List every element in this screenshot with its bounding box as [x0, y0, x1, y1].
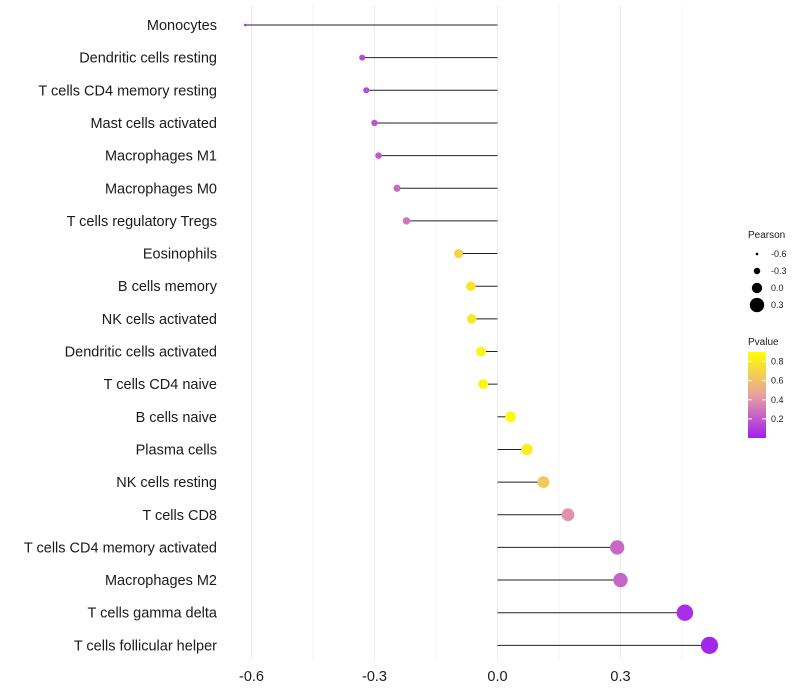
size-legend: Pearson -0.6 -0.3 0.0 0.3: [748, 230, 787, 313]
category-label: Eosinophils: [143, 247, 217, 263]
category-labels: Monocytes Dendritic cells resting T cells …: [24, 18, 218, 654]
lollipop-dot: [613, 572, 628, 588]
lollipop-dot: [363, 87, 370, 94]
lollipop-dot: [371, 119, 378, 127]
category-label: T cells gamma delta: [88, 606, 218, 622]
color-legend-label: 0.4: [771, 395, 784, 405]
x-axis-ticks: -0.6 -0.3 0.0 0.3: [239, 669, 631, 685]
category-label: B cells naive: [136, 410, 217, 426]
grid-lines: [251, 5, 683, 660]
category-label: Macrophages M1: [105, 149, 217, 165]
size-legend-key: [755, 252, 759, 256]
lollipop-dot: [393, 184, 401, 192]
lollipop-dot: [476, 346, 487, 357]
lollipop-dot: [359, 54, 366, 61]
lollipop-dots: [244, 23, 719, 654]
color-legend-label: 0.8: [771, 357, 784, 367]
lollipop-dot: [505, 411, 517, 423]
category-label: Dendritic cells resting: [79, 51, 217, 67]
size-legend-label: -0.6: [771, 249, 787, 259]
lollipop-dot: [375, 152, 382, 159]
color-legend: Pvalue 0.8 0.6 0.4 0.2: [748, 337, 784, 438]
color-legend-bar: [748, 352, 766, 438]
lollipop-dot: [700, 636, 719, 654]
lollipop-dot: [466, 314, 477, 324]
lollipop-dot: [478, 379, 489, 390]
size-legend-label: 0.3: [771, 300, 784, 310]
size-legend-title: Pearson: [748, 230, 785, 241]
color-legend-label: 0.2: [771, 414, 784, 424]
lollipop-dot: [610, 540, 625, 555]
lollipop-dot: [676, 604, 694, 621]
category-label: Monocytes: [147, 18, 217, 34]
category-label: T cells CD4 memory activated: [24, 540, 217, 556]
category-label: Plasma cells: [136, 442, 217, 458]
lollipop-dot: [466, 281, 476, 291]
lollipop-dot: [537, 476, 550, 489]
category-label: T cells CD4 memory resting: [38, 83, 217, 99]
size-legend-label: 0.0: [771, 283, 784, 293]
color-legend-title: Pvalue: [748, 337, 779, 348]
category-label: Mast cells activated: [90, 116, 217, 132]
category-label: NK cells activated: [102, 312, 217, 328]
lollipop-dot: [561, 508, 575, 522]
color-legend-label: 0.6: [771, 376, 784, 386]
category-label: NK cells resting: [116, 475, 217, 491]
size-legend-key: [749, 297, 765, 313]
lollipop-dot: [244, 23, 247, 27]
category-label: Macrophages M2: [105, 573, 217, 589]
lollipop-dot: [521, 443, 533, 456]
category-label: Dendritic cells activated: [65, 345, 217, 361]
lollipop-dot: [402, 217, 411, 225]
x-tick-label: -0.3: [362, 669, 387, 685]
category-label: B cells memory: [118, 279, 218, 295]
x-tick-label: 0.0: [487, 669, 507, 685]
size-legend-key: [753, 267, 761, 275]
category-label: T cells CD4 naive: [104, 377, 217, 393]
x-tick-label: -0.6: [239, 669, 264, 685]
size-legend-key: [751, 282, 763, 294]
x-tick-label: 0.3: [610, 669, 630, 685]
lollipop-stems: [245, 24, 710, 646]
category-label: T cells CD8: [142, 508, 217, 524]
category-label: Macrophages M0: [105, 181, 217, 197]
lollipop-dot: [453, 248, 464, 259]
size-legend-label: -0.3: [771, 266, 787, 276]
category-label: T cells follicular helper: [74, 638, 217, 654]
category-label: T cells regulatory Tregs: [67, 214, 217, 230]
